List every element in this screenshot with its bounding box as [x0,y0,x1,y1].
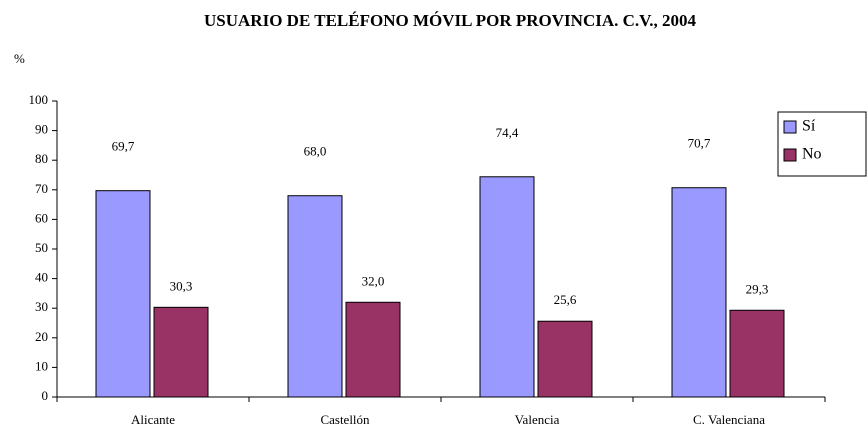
y-tick-label: 0 [42,388,49,403]
y-tick-label: 30 [35,299,48,314]
legend-label: Sí [802,118,816,135]
bar [537,320,593,398]
legend-swatch [783,148,797,162]
value-label: 69,7 [112,139,135,154]
value-label: 30,3 [170,278,193,293]
x-tick-label: Valencia [515,412,560,427]
y-axis-label: % [14,51,25,66]
x-tick-label: Castellón [320,412,370,427]
bar [95,190,151,398]
y-tick-label: 80 [35,151,48,166]
bar [153,306,209,398]
y-tick-label: 60 [35,210,48,225]
value-label: 70,7 [688,136,711,151]
value-label: 74,4 [496,125,519,140]
legend-label: No [802,146,822,163]
y-tick-label: 90 [35,122,48,137]
bar [671,187,727,398]
y-tick-label: 20 [35,329,48,344]
bar [345,301,401,398]
chart-title: USUARIO DE TELÉFONO MÓVIL POR PROVINCIA.… [204,11,696,30]
bar [479,176,535,398]
value-label: 29,3 [746,281,769,296]
x-tick-label: C. Valenciana [693,412,765,427]
y-tick-label: 100 [29,92,49,107]
legend-swatch [783,120,797,134]
y-tick-label: 70 [35,181,48,196]
value-label: 32,0 [362,273,385,288]
value-label: 68,0 [304,144,327,159]
bar [287,195,343,398]
y-tick-label: 40 [35,270,48,285]
y-tick-label: 50 [35,240,48,255]
x-tick-label: Alicante [131,412,175,427]
y-tick-label: 10 [35,358,48,373]
bar [729,309,785,398]
value-label: 25,6 [554,292,577,307]
